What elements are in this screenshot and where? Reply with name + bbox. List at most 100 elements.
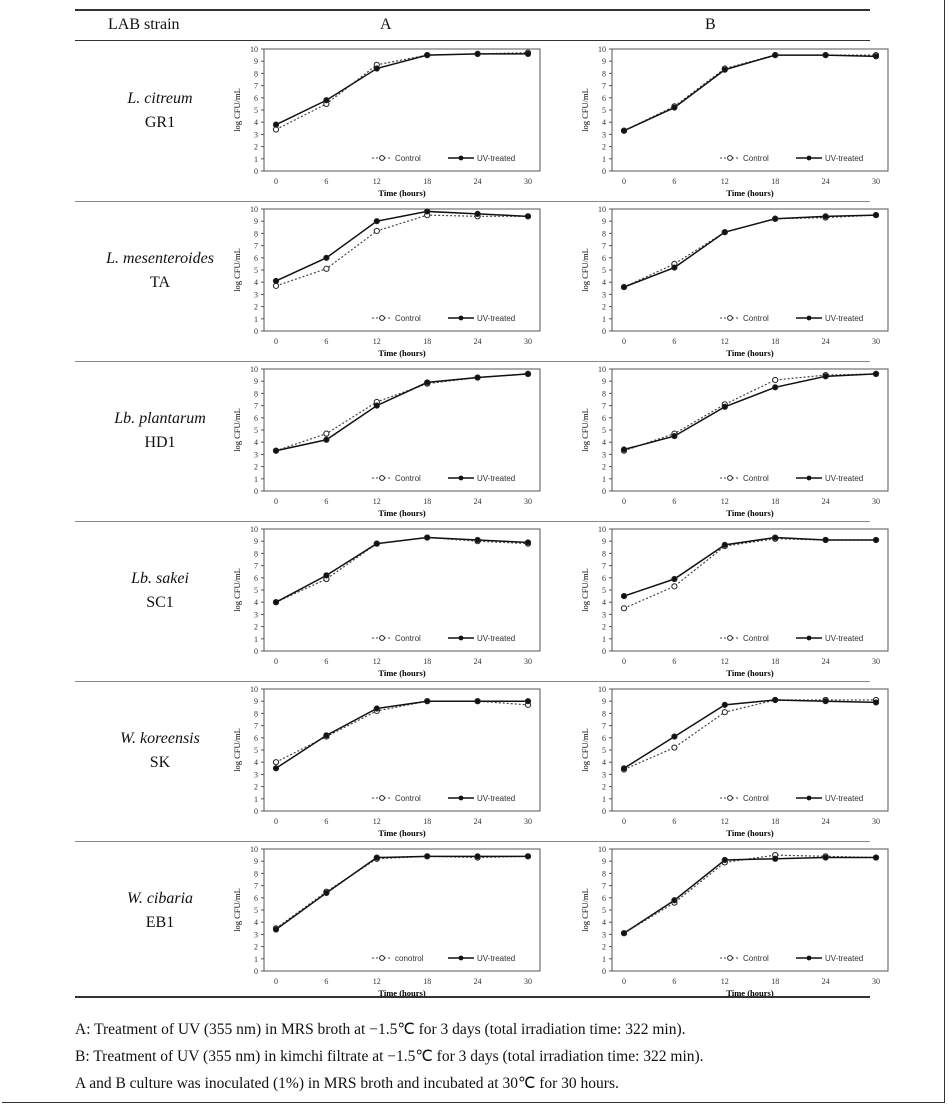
x-tick-label: 12 <box>721 497 729 506</box>
x-tick-label: 24 <box>822 177 830 186</box>
legend-control-marker <box>379 955 385 961</box>
y-tick-label: 10 <box>250 525 258 534</box>
y-tick-label: 0 <box>602 167 606 176</box>
note-culture: A and B culture was inoculated (1%) in M… <box>75 1075 619 1092</box>
y-tick-label: 7 <box>602 882 606 891</box>
y-tick-label: 2 <box>602 143 606 152</box>
x-tick-label: 12 <box>373 337 381 346</box>
y-tick-label: 5 <box>602 906 606 915</box>
uv-treated-point <box>524 50 532 57</box>
y-axis-label: log CFU/mL <box>580 568 590 612</box>
y-axis-label: log CFU/mL <box>580 248 590 292</box>
legend-uv-label: UV-treated <box>825 954 863 963</box>
uv-treated-point <box>373 854 380 861</box>
y-tick-label: 6 <box>602 414 606 423</box>
x-tick-label: 18 <box>423 977 431 986</box>
y-tick-label: 4 <box>602 438 606 447</box>
legend-uv-marker <box>806 795 812 801</box>
x-tick-label: 18 <box>771 817 779 826</box>
legend-uv-label: UV-treated <box>477 794 515 803</box>
uv-treated-point <box>323 732 330 739</box>
strain-row: Lb. plantarum HD1 0 1 2 3 4 5 6 7 8 9 10 0 6 12 18 24 30 Ti… <box>0 361 948 522</box>
row-divider <box>75 521 870 522</box>
x-tick-label: 12 <box>373 977 381 986</box>
uv-treated-line <box>623 54 877 132</box>
strain-row: W. koreensis SK 0 1 2 3 4 5 6 7 8 9 10 0 6 12 18 24 30 Time… <box>0 681 948 842</box>
control-line <box>275 373 529 452</box>
x-tick-label: 18 <box>771 497 779 506</box>
y-tick-label: 10 <box>250 205 258 214</box>
y-tick-label: 10 <box>598 845 606 854</box>
x-tick-label: 0 <box>622 497 626 506</box>
uv-treated-line <box>275 53 528 126</box>
uv-treated-point <box>524 370 532 377</box>
y-axis-label: log CFU/mL <box>232 888 242 932</box>
strain-row: L. citreum GR1 0 1 2 3 4 5 6 7 8 9 10 0 6 12 18 24 30 Time … <box>0 41 948 202</box>
legend-control-label: Control <box>395 154 421 163</box>
y-tick-label: 8 <box>602 549 606 558</box>
legend-control-label: Control <box>395 634 421 643</box>
y-tick-label: 10 <box>250 365 258 374</box>
uv-treated-point <box>721 701 728 708</box>
x-tick-label: 12 <box>721 817 729 826</box>
strain-code: SK <box>149 754 171 771</box>
x-tick-label: 0 <box>274 177 278 186</box>
uv-treated-point <box>474 536 481 544</box>
uv-treated-point <box>721 541 728 548</box>
x-tick-label: 12 <box>721 177 729 186</box>
species-name: Lb. sakei <box>131 570 189 587</box>
uv-treated-point <box>822 373 829 380</box>
y-tick-label: 2 <box>602 783 606 792</box>
y-tick-label: 0 <box>254 167 258 176</box>
legend-uv-marker <box>806 315 812 321</box>
legend-uv-marker <box>458 955 464 961</box>
uv-treated-point <box>272 121 280 128</box>
control-line <box>275 855 529 929</box>
y-tick-label: 10 <box>598 45 606 54</box>
legend-control-label: conotrol <box>395 954 424 963</box>
x-axis-label: Time (hours) <box>378 988 425 998</box>
y-tick-label: 10 <box>250 845 258 854</box>
y-tick-label: 6 <box>602 254 606 263</box>
strain-label: W. koreensis SK <box>90 727 230 775</box>
uv-treated-point <box>822 854 829 861</box>
uv-treated-point <box>671 264 678 271</box>
y-tick-label: 1 <box>254 635 258 644</box>
uv-treated-point <box>424 698 431 705</box>
y-tick-label: 1 <box>254 155 258 164</box>
y-tick-label: 1 <box>602 475 606 484</box>
y-tick-label: 8 <box>602 389 606 398</box>
y-tick-label: 5 <box>254 746 258 755</box>
uv-treated-line <box>623 856 876 934</box>
legend-uv-label: UV-treated <box>477 954 515 963</box>
uv-treated-point <box>272 765 280 772</box>
y-tick-label: 4 <box>254 598 258 607</box>
strain-row: Lb. sakei SC1 0 1 2 3 4 5 6 7 8 9 10 0 6 12 18 24 30 Time (… <box>0 521 948 682</box>
uv-treated-point <box>323 97 330 104</box>
y-tick-label: 2 <box>602 943 606 952</box>
uv-treated-point <box>323 572 330 579</box>
legend-control-marker <box>727 955 733 961</box>
x-tick-label: 12 <box>373 177 381 186</box>
legend-control-marker <box>727 795 733 801</box>
y-axis-label: log CFU/mL <box>580 728 590 772</box>
uv-treated-point <box>822 698 829 705</box>
strain-code: HD1 <box>144 434 176 451</box>
uv-treated-point <box>671 733 678 740</box>
control-line <box>623 699 876 771</box>
control-line <box>275 700 529 763</box>
legend-uv-label: UV-treated <box>825 794 863 803</box>
legend-control-marker <box>727 155 733 161</box>
uv-treated-point <box>671 897 678 904</box>
x-tick-label: 12 <box>373 497 381 506</box>
y-tick-label: 5 <box>602 746 606 755</box>
y-tick-label: 4 <box>602 598 606 607</box>
x-tick-label: 30 <box>524 977 532 986</box>
x-tick-label: 0 <box>274 337 278 346</box>
uv-treated-point <box>872 536 880 544</box>
legend-uv-marker <box>458 475 464 481</box>
x-tick-label: 6 <box>324 817 328 826</box>
